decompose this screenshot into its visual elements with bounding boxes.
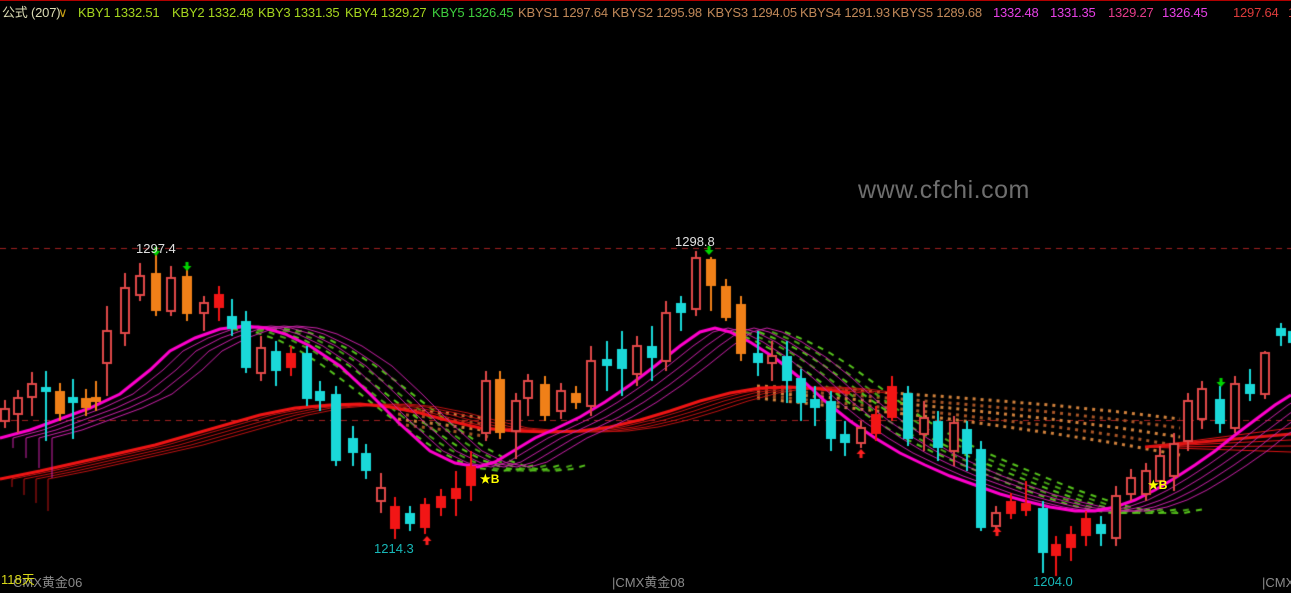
indicator-kbys2: KBYS2 1295.98 bbox=[612, 5, 702, 20]
duration-label-118-days: 118天 bbox=[1, 572, 35, 587]
indicator-kby1: KBY1 1332.51 bbox=[78, 5, 160, 20]
line-value-5: 1297.64 bbox=[1233, 5, 1279, 20]
price-label-peak1: 1297.4 bbox=[136, 241, 176, 256]
line-value-6-clipped: 12 bbox=[1288, 5, 1291, 20]
indicator-kbys5: KBYS5 1289.68 bbox=[892, 5, 982, 20]
indicator-kby5: KBY5 1326.45 bbox=[432, 5, 514, 20]
indicator-kby3: KBY3 1331.35 bbox=[258, 5, 340, 20]
price-label-trough1: 1214.3 bbox=[374, 541, 414, 556]
formula-selector[interactable]: 公式 (207) bbox=[2, 5, 61, 20]
indicator-kbys3: KBYS3 1294.05 bbox=[707, 5, 797, 20]
contract-label-cmx-gold-06: CMX黄金06 bbox=[13, 575, 83, 590]
buy-signal-star-b-1: ★B bbox=[480, 472, 500, 486]
indicator-kby4: KBY4 1329.27 bbox=[345, 5, 427, 20]
formula-dropdown-chevron[interactable]: ∨ bbox=[58, 5, 68, 20]
indicator-kbys1: KBYS1 1297.64 bbox=[518, 5, 608, 20]
watermark: www.cfchi.com bbox=[858, 176, 1030, 204]
contract-label-cmx-gold-next-clipped: |CMX黄金 bbox=[1262, 575, 1291, 590]
price-label-peak2: 1298.8 bbox=[675, 234, 715, 249]
line-value-2: 1331.35 bbox=[1050, 5, 1096, 20]
contract-label-cmx-gold-08: |CMX黄金08 bbox=[612, 575, 685, 590]
line-value-4: 1326.45 bbox=[1162, 5, 1208, 20]
price-label-trough2: 1204.0 bbox=[1033, 574, 1073, 589]
indicator-kby2: KBY2 1332.48 bbox=[172, 5, 254, 20]
buy-signal-star-b-2: ★B bbox=[1148, 478, 1168, 492]
indicator-kbys4: KBYS4 1291.93 bbox=[800, 5, 890, 20]
line-value-1: 1332.48 bbox=[993, 5, 1039, 20]
line-value-3: 1329.27 bbox=[1108, 5, 1154, 20]
